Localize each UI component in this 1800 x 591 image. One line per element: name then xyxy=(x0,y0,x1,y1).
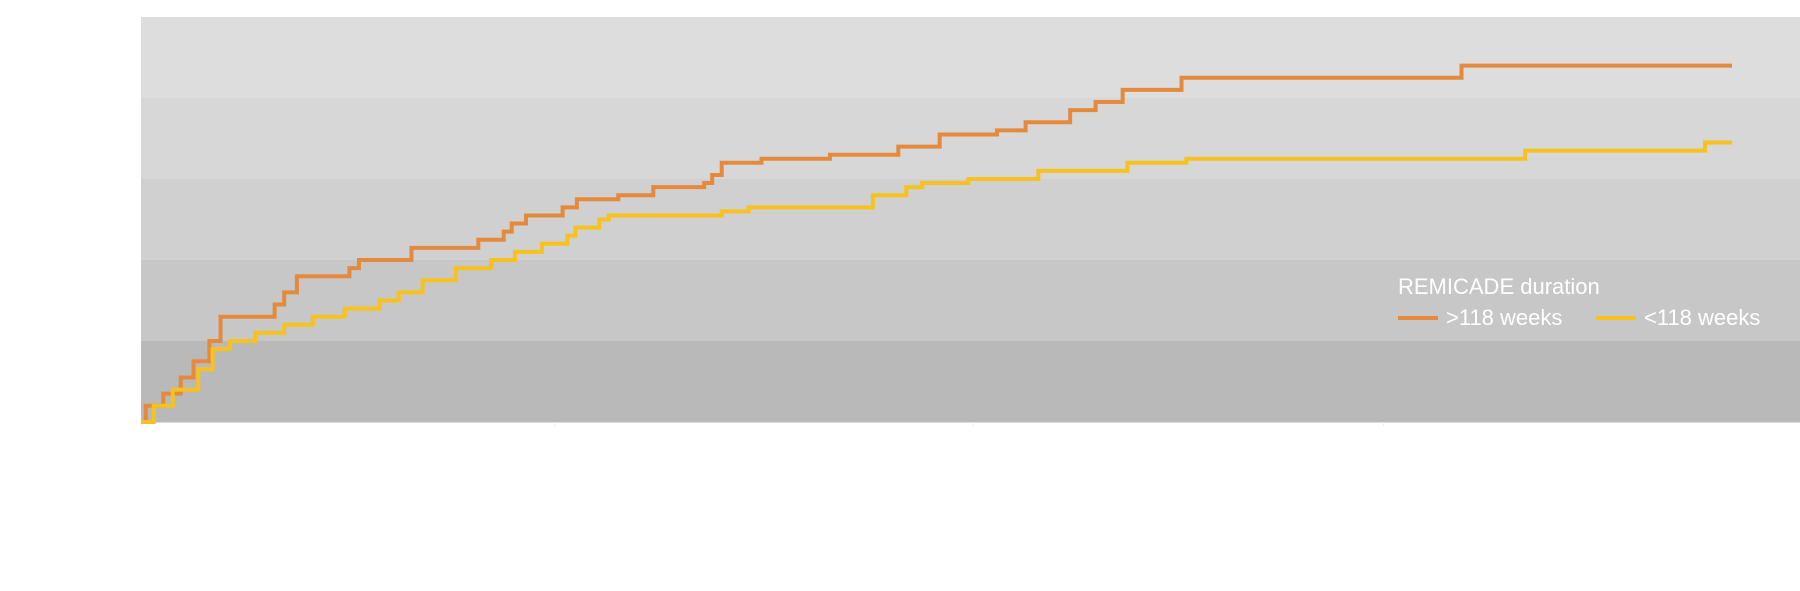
legend: REMICADE duration >118 weeks <118 weeks xyxy=(1398,274,1760,330)
series-line-over-118-weeks xyxy=(141,63,1732,424)
background-band-5 xyxy=(141,341,1800,423)
series-line-under-118-weeks xyxy=(141,140,1732,424)
background-bands xyxy=(141,17,1800,423)
legend-label-over-118-weeks: >118 weeks xyxy=(1446,305,1562,330)
background-band-3 xyxy=(141,179,1800,261)
background-band-1 xyxy=(141,17,1800,99)
x-axis-tick-marks xyxy=(140,422,1385,426)
legend-label-under-118-weeks: <118 weeks xyxy=(1644,305,1760,330)
legend-title: REMICADE duration xyxy=(1398,274,1600,299)
background-band-2 xyxy=(141,98,1800,180)
background-band-4 xyxy=(141,260,1800,342)
series-layer xyxy=(141,63,1732,424)
